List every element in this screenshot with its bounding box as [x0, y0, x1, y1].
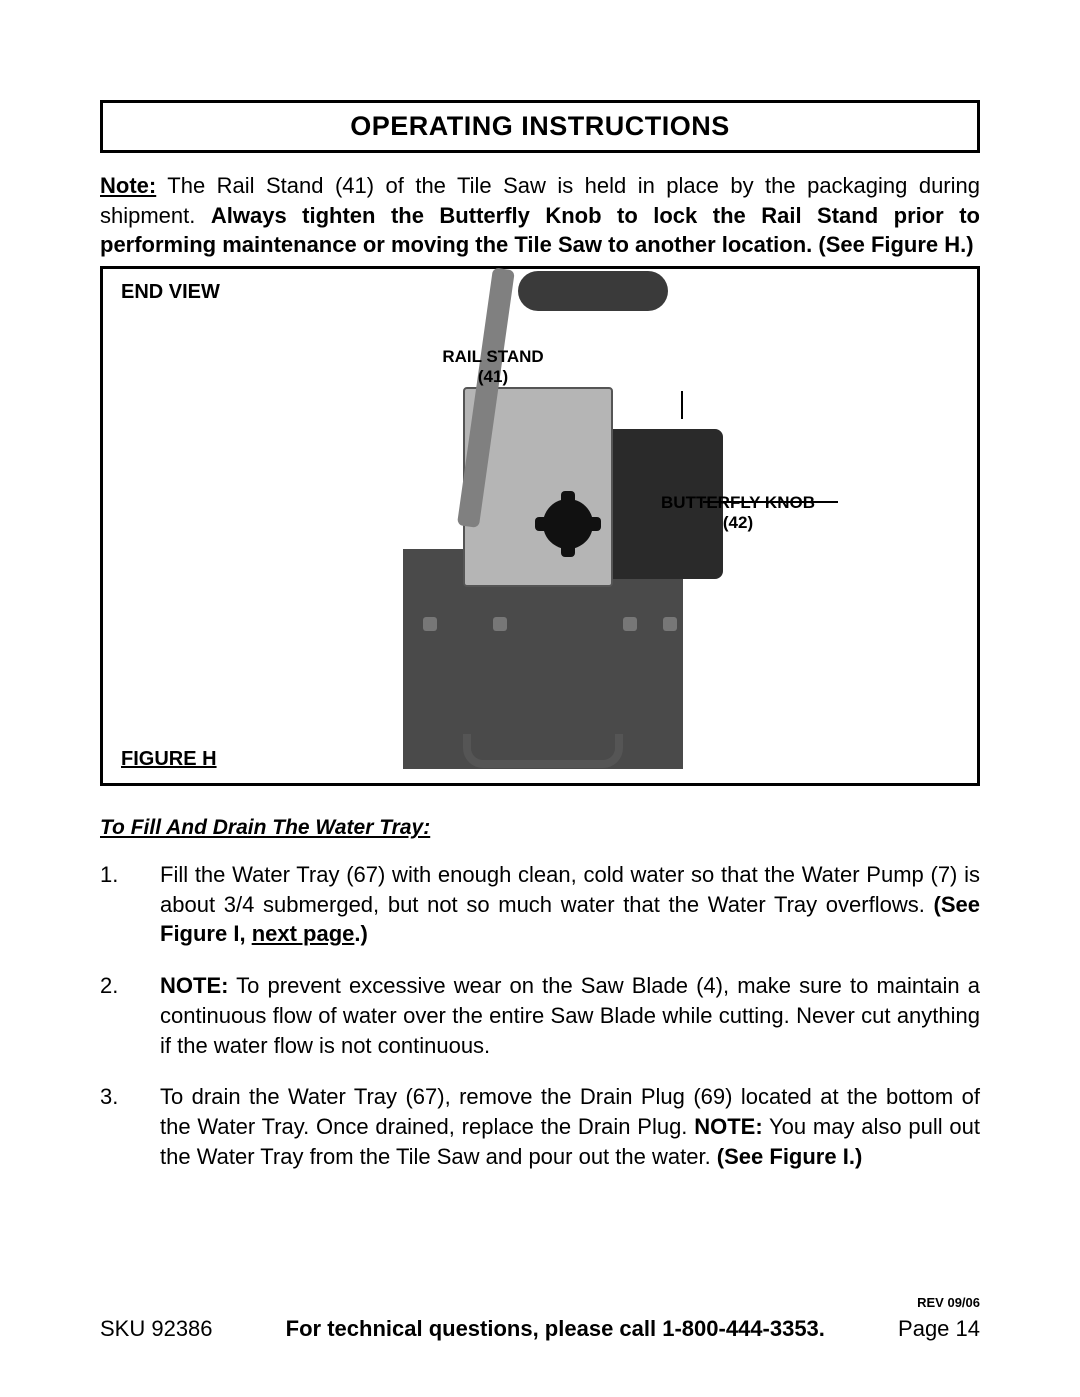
instruction-step: 3. To drain the Water Tray (67), remove …	[100, 1082, 980, 1171]
step-note-label: NOTE:	[694, 1114, 762, 1139]
bolt-icon	[663, 617, 677, 631]
step-body: To drain the Water Tray (67), remove the…	[160, 1082, 980, 1171]
instruction-step: 2. NOTE: To prevent excessive wear on th…	[100, 971, 980, 1060]
instruction-step: 1. Fill the Water Tray (67) with enough …	[100, 860, 980, 949]
section-title: OPERATING INSTRUCTIONS	[350, 111, 730, 141]
manual-page: OPERATING INSTRUCTIONS Note: The Rail St…	[0, 0, 1080, 1397]
carry-handle	[463, 734, 623, 768]
figure-inner: END VIEW RAIL STAND (41) BUTTERFLY KNOB …	[103, 269, 977, 783]
footer-row: SKU 92386 For technical questions, pleas…	[100, 1316, 980, 1342]
page-footer: REV 09/06 SKU 92386 For technical questi…	[100, 1295, 980, 1342]
bolt-icon	[423, 617, 437, 631]
butterfly-knob	[543, 499, 593, 549]
step-body: Fill the Water Tray (67) with enough cle…	[160, 860, 980, 949]
figure-h-box: END VIEW RAIL STAND (41) BUTTERFLY KNOB …	[100, 266, 980, 786]
end-view-label: END VIEW	[121, 281, 220, 304]
handle-grip	[518, 271, 668, 311]
page-number: Page 14	[898, 1316, 980, 1342]
note-label: Note:	[100, 173, 156, 198]
bolt-icon	[493, 617, 507, 631]
step-number: 2.	[100, 971, 160, 1060]
subsection-heading: To Fill And Drain The Water Tray:	[100, 816, 980, 840]
step-body: NOTE: To prevent excessive wear on the S…	[160, 971, 980, 1060]
sku-label: SKU 92386	[100, 1316, 213, 1342]
step-text: To prevent excessive wear on the Saw Bla…	[160, 973, 980, 1057]
rail-stand-callout: RAIL STAND (41)	[433, 347, 553, 388]
step-number: 3.	[100, 1082, 160, 1171]
leader-line	[681, 391, 683, 419]
step-note-label: NOTE:	[160, 973, 228, 998]
support-phone: For technical questions, please call 1-8…	[286, 1316, 825, 1342]
note-bold-text: Always tighten the Butterfly Knob to loc…	[100, 203, 980, 258]
note-paragraph: Note: The Rail Stand (41) of the Tile Sa…	[100, 171, 980, 260]
bolt-icon	[623, 617, 637, 631]
step-number: 1.	[100, 860, 160, 949]
revision-label: REV 09/06	[100, 1295, 980, 1310]
butterfly-knob-callout: BUTTERFLY KNOB (42)	[648, 493, 828, 534]
instruction-list: 1. Fill the Water Tray (67) with enough …	[100, 860, 980, 1171]
figure-h-label: FIGURE H	[121, 748, 217, 771]
see-figure-ref: (See Figure I.)	[717, 1144, 862, 1169]
step-text: Fill the Water Tray (67) with enough cle…	[160, 862, 980, 917]
section-title-box: OPERATING INSTRUCTIONS	[100, 100, 980, 153]
next-page-ref: next page	[252, 921, 355, 946]
step-bold-close: .)	[354, 921, 367, 946]
